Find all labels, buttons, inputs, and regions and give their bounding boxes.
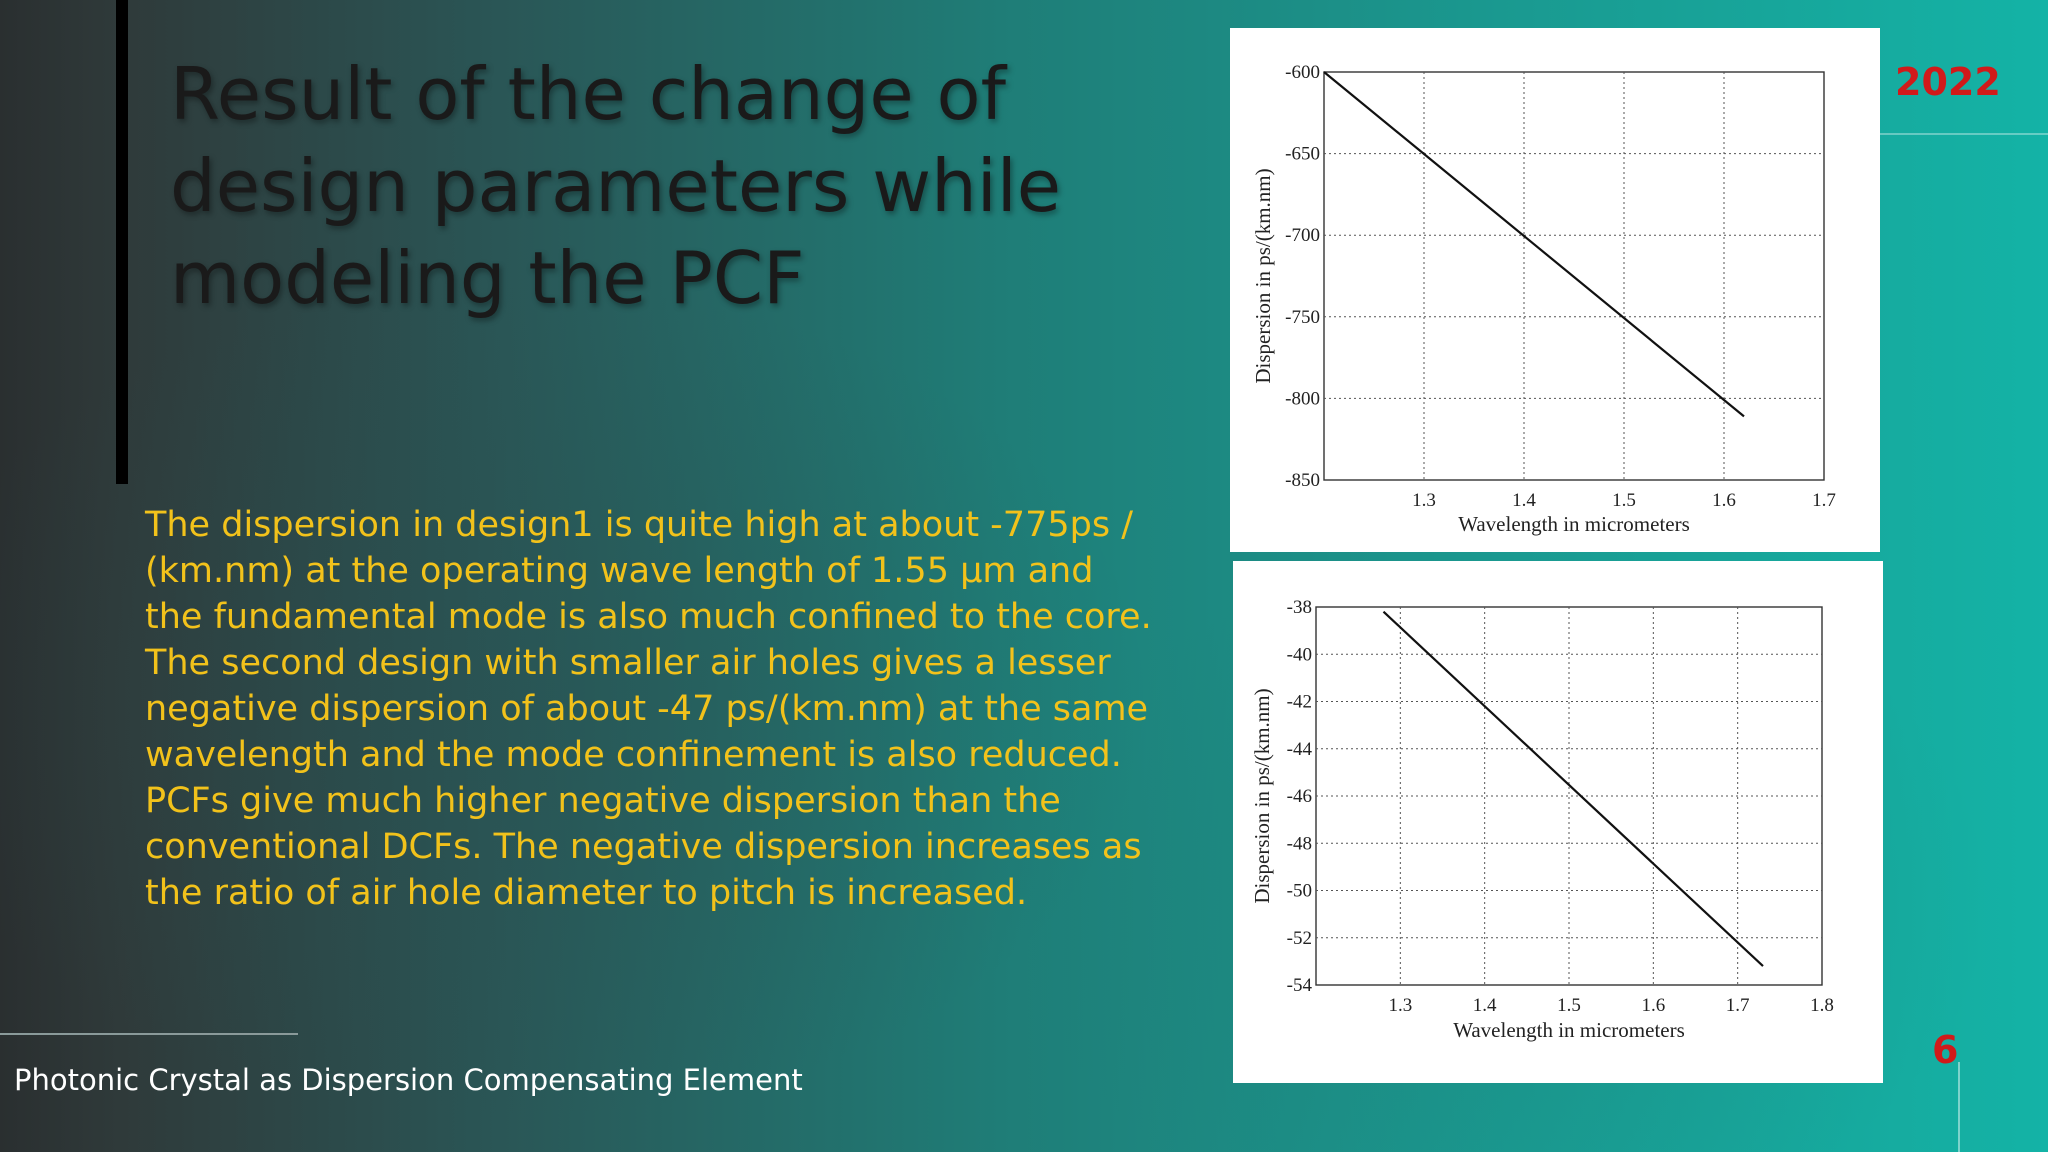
y-tick-label: -800 xyxy=(1285,388,1320,409)
y-tick-label: -38 xyxy=(1287,597,1312,618)
page-number: 6 xyxy=(1932,1028,1959,1072)
y-tick-label: -52 xyxy=(1287,928,1312,949)
y-tick-label: -600 xyxy=(1285,62,1320,83)
page-number-divider xyxy=(1958,1062,1960,1152)
header-divider xyxy=(1880,133,2048,135)
x-tick-label: 1.6 xyxy=(1641,995,1665,1016)
x-tick-label: 1.5 xyxy=(1612,490,1636,511)
y-tick-label: -46 xyxy=(1287,786,1312,807)
x-tick-label: 1.8 xyxy=(1810,995,1834,1016)
y-tick-label: -750 xyxy=(1285,307,1320,328)
x-tick-label: 1.3 xyxy=(1412,490,1436,511)
y-tick-label: -44 xyxy=(1287,739,1313,760)
x-axis-label: Wavelength in micrometers xyxy=(1458,512,1690,536)
y-tick-label: -850 xyxy=(1285,470,1320,491)
plot-frame xyxy=(1323,71,1825,481)
y-tick-label: -48 xyxy=(1287,833,1312,854)
slide-year: 2022 xyxy=(1895,60,2001,104)
slide-body-text: The dispersion in design1 is quite high … xyxy=(145,505,1152,913)
x-tick-label: 1.4 xyxy=(1473,995,1497,1016)
series-line xyxy=(1382,610,1764,967)
x-tick-label: 1.7 xyxy=(1726,995,1750,1016)
footer-divider xyxy=(0,1033,298,1035)
title-accent-bar xyxy=(116,0,128,484)
y-tick-label: -50 xyxy=(1287,881,1312,902)
y-tick-label: -40 xyxy=(1287,644,1312,665)
x-axis-label: Wavelength in micrometers xyxy=(1453,1018,1685,1042)
x-tick-label: 1.3 xyxy=(1388,995,1412,1016)
x-tick-label: 1.4 xyxy=(1512,490,1536,511)
chart-svg-design2: 1.3 1.4 1.5 1.6 1.7 1.8 -38 -40 -42 -44 -46 -48 -50 -… xyxy=(1250,597,1834,1042)
slide-title: Result of the change of design parameter… xyxy=(170,52,1062,320)
x-tick-label: 1.6 xyxy=(1712,490,1736,511)
y-tick-label: -42 xyxy=(1287,692,1312,713)
series-line xyxy=(1323,71,1745,418)
dispersion-chart-design2: 1.3 1.4 1.5 1.6 1.7 1.8 -38 -40 -42 -44 -46 -48 -50 -… xyxy=(1233,561,1883,1083)
y-tick-label: -700 xyxy=(1285,225,1320,246)
chart-svg-design1: 1.3 1.4 1.5 1.6 1.7 -600 -650 -700 -750 -800 -850 W… xyxy=(1251,62,1836,536)
slide-footer: Photonic Crystal as Dispersion Compensat… xyxy=(14,1063,803,1097)
y-tick-label: -54 xyxy=(1287,975,1313,996)
x-tick-label: 1.5 xyxy=(1557,995,1581,1016)
x-tick-label: 1.7 xyxy=(1812,490,1836,511)
y-axis-label: Dispersion in ps/(km.nm) xyxy=(1251,168,1275,383)
y-tick-label: -650 xyxy=(1285,144,1320,165)
dispersion-chart-design1: 1.3 1.4 1.5 1.6 1.7 -600 -650 -700 -750 -800 -850 W… xyxy=(1230,28,1880,552)
y-axis-label: Dispersion in ps/(km.nm) xyxy=(1250,688,1274,903)
